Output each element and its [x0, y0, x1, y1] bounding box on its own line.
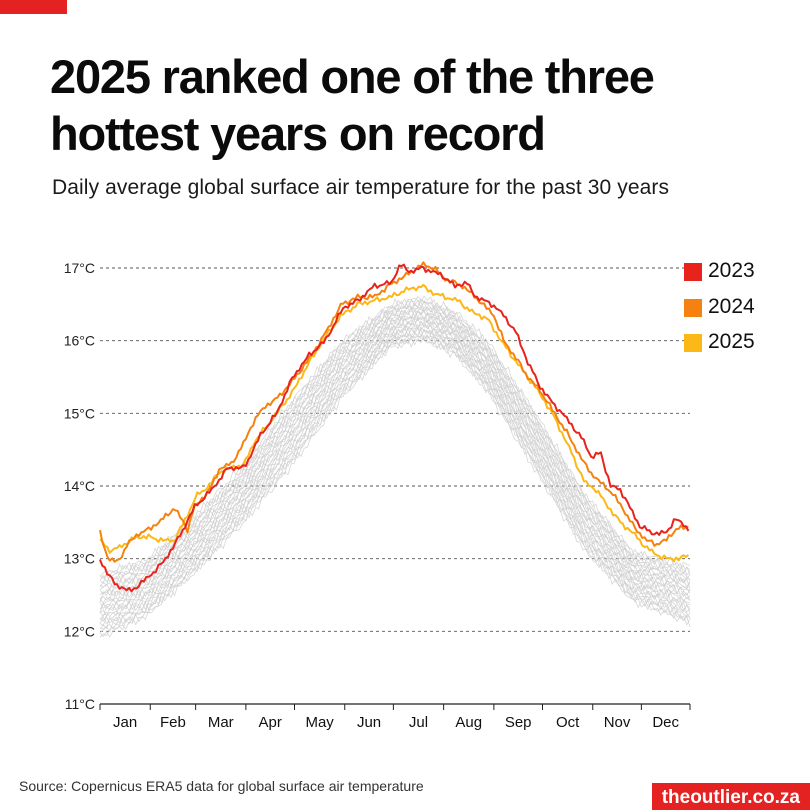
- x-tick-label-jun: Jun: [357, 714, 381, 731]
- past-year-line: [99, 324, 691, 620]
- series-lines: [99, 261, 690, 593]
- x-tick-label-oct: Oct: [556, 714, 580, 731]
- temperature-line-chart: Jan Feb Mar Apr May Jun Jul Aug Sep Oct Nov Dec 11°…: [64, 260, 691, 731]
- past-year-line: [99, 310, 691, 605]
- y-tick-label: 17°C: [64, 260, 95, 276]
- past-year-line: [99, 334, 691, 638]
- x-tick-label-sep: Sep: [505, 714, 532, 731]
- past-year-line: [99, 295, 691, 580]
- past-year-line: [99, 316, 691, 610]
- series-line-2023: [99, 263, 690, 593]
- past-year-line: [99, 329, 691, 633]
- legend-label-2023: 2023: [708, 259, 755, 282]
- y-axis-labels: 11°C 12°C 13°C 14°C 15°C 16°C 17°C: [64, 260, 95, 712]
- x-tick-label-nov: Nov: [604, 714, 631, 731]
- chart-subtitle: Daily average global surface air tempera…: [52, 176, 670, 199]
- x-tick-label-jul: Jul: [409, 714, 428, 731]
- brand-accent-bar: [0, 0, 67, 14]
- chart-title: 2025 ranked one of the three hottest yea…: [50, 50, 655, 160]
- past-year-line: [99, 298, 691, 583]
- x-tick-label-jan: Jan: [113, 714, 137, 731]
- legend-swatch-2024: [684, 299, 702, 317]
- x-tick-label-may: May: [305, 714, 334, 731]
- x-tick-label-aug: Aug: [455, 714, 482, 731]
- series-line-2025: [99, 283, 690, 562]
- gridlines: [100, 267, 690, 705]
- past-year-line: [99, 324, 691, 622]
- past-year-line: [99, 306, 691, 595]
- x-tick-label-dec: Dec: [652, 714, 679, 731]
- y-tick-label: 15°C: [64, 405, 95, 421]
- past-year-line: [99, 309, 691, 603]
- past-year-line: [99, 319, 691, 613]
- y-tick-label: 12°C: [64, 623, 95, 639]
- y-tick-label: 16°C: [64, 333, 95, 349]
- x-tick-label-mar: Mar: [208, 714, 234, 731]
- y-tick-label: 14°C: [64, 478, 95, 494]
- past-year-line: [99, 295, 691, 577]
- past-year-line: [99, 320, 691, 617]
- past-year-line: [99, 300, 691, 588]
- x-axis: Jan Feb Mar Apr May Jun Jul Aug Sep Oct Nov Dec: [99, 704, 691, 731]
- x-tick-label-feb: Feb: [160, 714, 186, 731]
- y-tick-label: 13°C: [64, 551, 95, 567]
- source-note: Source: Copernicus ERA5 data for global …: [19, 778, 424, 794]
- y-tick-label: 11°C: [65, 696, 95, 712]
- past-year-line: [99, 326, 691, 625]
- past-year-line: [99, 327, 691, 627]
- x-tick-label-apr: Apr: [259, 714, 282, 731]
- legend-label-2025: 2025: [708, 330, 755, 353]
- past-years-lines: [99, 295, 691, 638]
- legend-label-2024: 2024: [708, 295, 755, 318]
- past-year-line: [99, 328, 691, 630]
- brand-label: theoutlier.co.za: [651, 783, 810, 810]
- legend-swatch-2025: [684, 334, 702, 352]
- legend-swatch-2023: [684, 263, 702, 281]
